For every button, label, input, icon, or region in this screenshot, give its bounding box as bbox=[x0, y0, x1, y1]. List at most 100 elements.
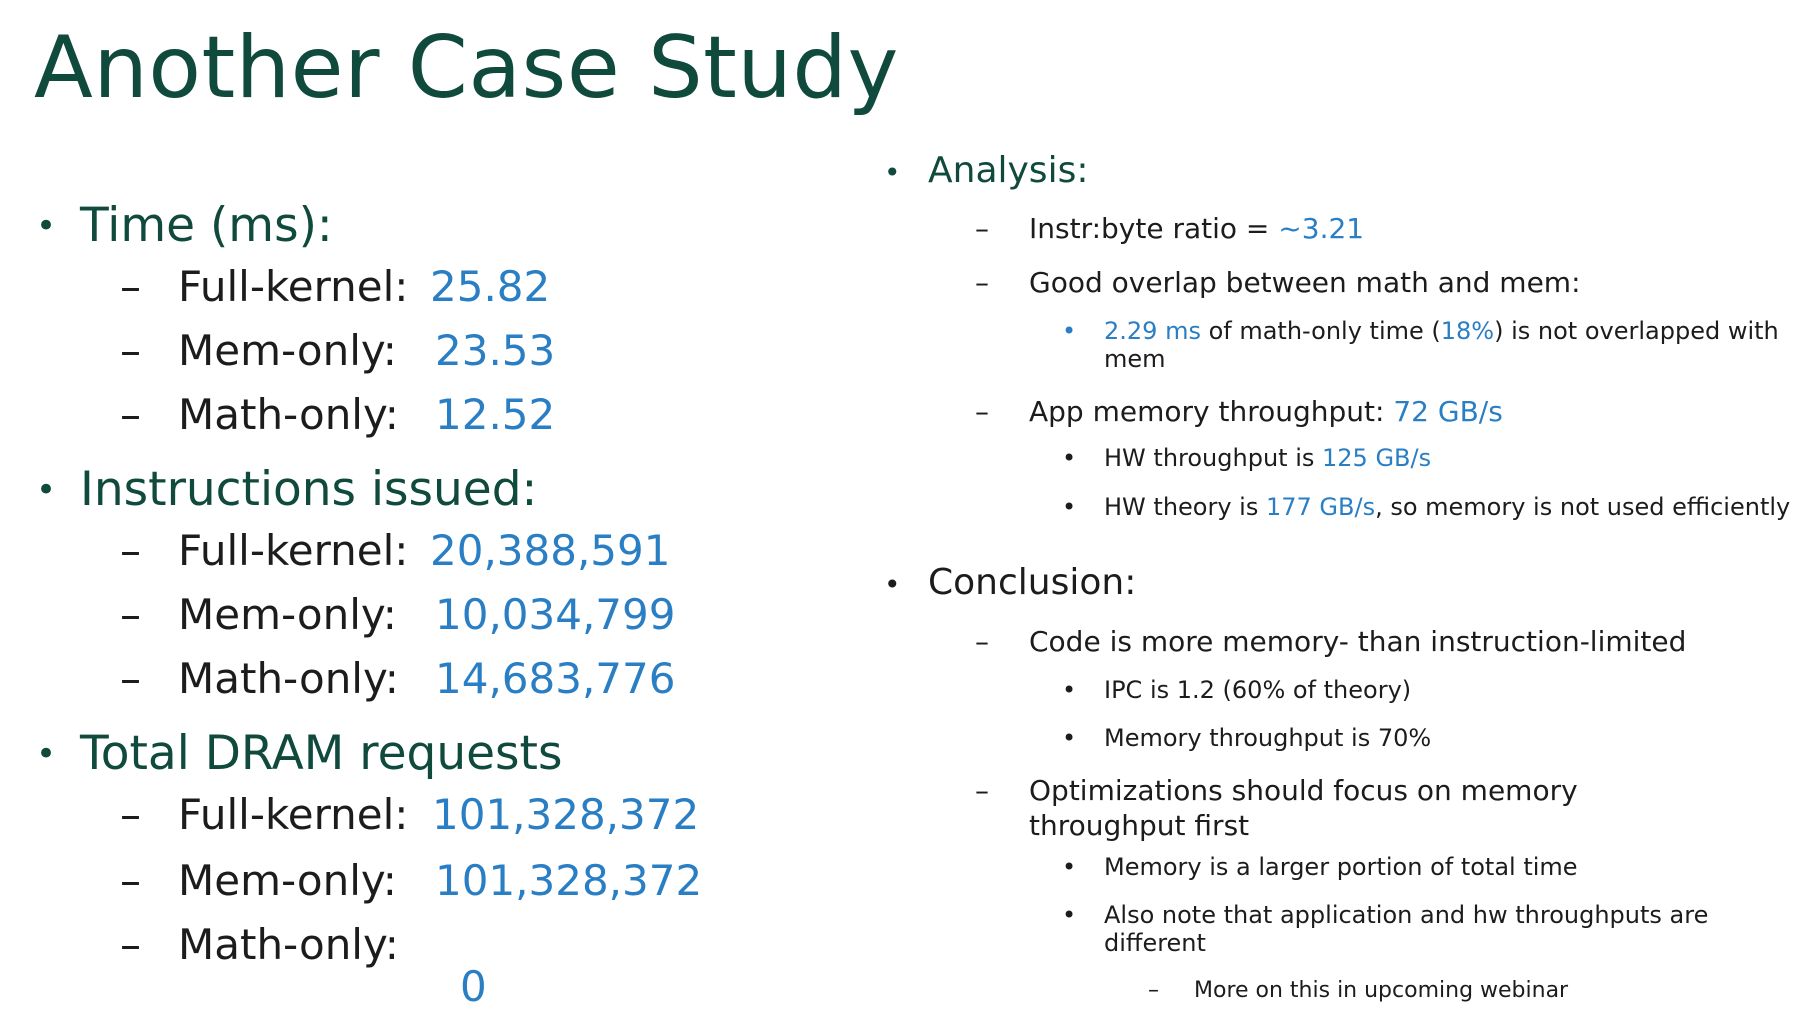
optim-item: – Optimizations should focus on memory t… bbox=[975, 773, 1735, 843]
row-label: Full-kernel: bbox=[178, 790, 409, 839]
throughput-label: App memory throughput: bbox=[1029, 395, 1394, 428]
row-label: Math-only: bbox=[178, 654, 399, 703]
analysis-heading: • Analysis: bbox=[884, 150, 1088, 191]
bullet-icon: • bbox=[36, 733, 57, 774]
throughput-text: App memory throughput: 72 GB/s bbox=[1029, 394, 1795, 429]
row-label: Math-only: bbox=[178, 390, 399, 439]
bullet-icon: • bbox=[36, 205, 57, 246]
bullet-icon: • bbox=[1062, 901, 1077, 929]
heading-text: Time (ms): bbox=[80, 198, 333, 253]
hw-throughput-label: HW throughput is bbox=[1104, 444, 1322, 472]
overlap-pct: 18% bbox=[1440, 317, 1495, 345]
more-item: – More on this in upcoming webinar bbox=[1148, 978, 1568, 1003]
heading-text: Instructions issued: bbox=[80, 462, 538, 517]
overlap-item: – Good overlap between math and mem: bbox=[975, 265, 1795, 300]
heading-text: Analysis: bbox=[928, 150, 1089, 191]
hw-theory-item: • HW theory is 177 GB/s, so memory is no… bbox=[1062, 493, 1802, 522]
overlap-text: Good overlap between math and mem: bbox=[1029, 266, 1581, 299]
conclusion-heading: • Conclusion: bbox=[884, 562, 1136, 603]
row-label: Mem-only: bbox=[178, 590, 397, 639]
time-full-kernel-value: 25.82 bbox=[430, 262, 551, 311]
time-mem-only-row: – Mem-only: bbox=[120, 326, 397, 375]
ratio-value: ~3.21 bbox=[1278, 212, 1365, 245]
limited-item: – Code is more memory- than instruction-… bbox=[975, 624, 1795, 659]
dash-icon: – bbox=[120, 654, 141, 703]
bullet-icon: • bbox=[1062, 853, 1077, 881]
hw-theory-label: HW theory is bbox=[1104, 493, 1266, 521]
dram-full-kernel-row: – Full-kernel: bbox=[120, 790, 408, 839]
hw-theory-end: , so memory is not used efficiently bbox=[1375, 493, 1791, 521]
note-item: • Also note that application and hw thro… bbox=[1062, 901, 1722, 957]
overlap-sub-text: 2.29 ms of math-only time (18%) is not o… bbox=[1104, 317, 1802, 373]
section-heading-dram: • Total DRAM requests bbox=[36, 726, 562, 781]
optim-text: Optimizations should focus on memory thr… bbox=[1029, 774, 1578, 842]
overlap-mid: of math-only time ( bbox=[1200, 317, 1441, 345]
row-label: Math-only: bbox=[178, 920, 399, 969]
bullet-icon: • bbox=[1062, 724, 1077, 752]
instr-mem-only-value: 10,034,799 bbox=[435, 590, 676, 639]
instr-math-only-row: – Math-only: bbox=[120, 654, 399, 703]
dram-mem-only-value: 101,328,372 bbox=[435, 856, 703, 905]
limited-text: Code is more memory- than instruction-li… bbox=[1029, 625, 1687, 658]
dash-icon: – bbox=[1148, 978, 1159, 1003]
hw-throughput-value: 125 GB/s bbox=[1322, 444, 1432, 472]
ipc-item: • IPC is 1.2 (60% of theory) bbox=[1062, 676, 1802, 705]
mem-throughput-text: Memory throughput is 70% bbox=[1104, 724, 1432, 752]
slide-title: Another Case Study bbox=[34, 18, 899, 118]
dash-icon: – bbox=[120, 326, 141, 375]
dash-icon: – bbox=[120, 920, 141, 969]
instr-math-only-value: 14,683,776 bbox=[435, 654, 676, 703]
instr-mem-only-row: – Mem-only: bbox=[120, 590, 397, 639]
dash-icon: – bbox=[975, 212, 989, 245]
overlap-end: ) is not overlapped with mem bbox=[1104, 317, 1779, 373]
bullet-icon: • bbox=[1062, 317, 1077, 345]
time-mem-only-value: 23.53 bbox=[435, 326, 556, 375]
dram-math-only-value: 0 bbox=[460, 962, 487, 1011]
heading-text: Total DRAM requests bbox=[80, 726, 563, 781]
bullet-icon: • bbox=[1062, 676, 1077, 704]
time-full-kernel-row: – Full-kernel: bbox=[120, 262, 408, 311]
mem-throughput-item: • Memory throughput is 70% bbox=[1062, 724, 1802, 753]
dash-icon: – bbox=[975, 395, 989, 428]
instr-full-kernel-value: 20,388,591 bbox=[430, 526, 671, 575]
section-heading-time: • Time (ms): bbox=[36, 198, 333, 253]
row-label: Full-kernel: bbox=[178, 526, 409, 575]
dash-icon: – bbox=[120, 262, 141, 311]
ratio-text: Instr:byte ratio = ~3.21 bbox=[1029, 211, 1795, 246]
hw-theory-value: 177 GB/s bbox=[1265, 493, 1376, 521]
dram-mem-only-row: – Mem-only: bbox=[120, 856, 397, 905]
section-heading-instructions: • Instructions issued: bbox=[36, 462, 537, 517]
ipc-text: IPC is 1.2 (60% of theory) bbox=[1104, 676, 1412, 704]
row-label: Mem-only: bbox=[178, 856, 397, 905]
dash-icon: – bbox=[975, 266, 989, 299]
more-text: More on this in upcoming webinar bbox=[1194, 978, 1569, 1003]
row-label: Full-kernel: bbox=[178, 262, 409, 311]
throughput-item: – App memory throughput: 72 GB/s bbox=[975, 394, 1795, 429]
dash-icon: – bbox=[975, 774, 989, 807]
heading-text: Conclusion: bbox=[928, 562, 1137, 603]
instr-full-kernel-row: – Full-kernel: bbox=[120, 526, 408, 575]
dash-icon: – bbox=[120, 526, 141, 575]
ratio-item: – Instr:byte ratio = ~3.21 bbox=[975, 211, 1795, 246]
row-label: Mem-only: bbox=[178, 326, 397, 375]
dash-icon: – bbox=[120, 590, 141, 639]
note-text: Also note that application and hw throug… bbox=[1104, 901, 1709, 957]
dash-icon: – bbox=[975, 625, 989, 658]
dash-icon: – bbox=[120, 390, 141, 439]
dash-icon: – bbox=[120, 856, 141, 905]
left-column: • Time (ms): – Full-kernel: 25.82 – Mem-on… bbox=[0, 0, 860, 1035]
hw-throughput-item: • HW throughput is 125 GB/s bbox=[1062, 444, 1802, 473]
time-math-only-row: – Math-only: bbox=[120, 390, 399, 439]
bullet-icon: • bbox=[36, 469, 57, 510]
overlap-sub-item: • 2.29 ms of math-only time (18%) is not… bbox=[1062, 317, 1802, 373]
throughput-value: 72 GB/s bbox=[1393, 395, 1503, 428]
ratio-label: Instr:byte ratio = bbox=[1029, 212, 1279, 245]
bullet-icon: • bbox=[1062, 444, 1077, 472]
overlap-time: 2.29 ms bbox=[1104, 317, 1201, 345]
time-math-only-value: 12.52 bbox=[435, 390, 556, 439]
dash-icon: – bbox=[120, 790, 141, 839]
hw-theory-text: HW theory is 177 GB/s, so memory is not … bbox=[1104, 493, 1802, 522]
bullet-icon: • bbox=[884, 568, 901, 601]
bullet-icon: • bbox=[1062, 493, 1077, 521]
dram-math-only-row: – Math-only: bbox=[120, 920, 399, 969]
